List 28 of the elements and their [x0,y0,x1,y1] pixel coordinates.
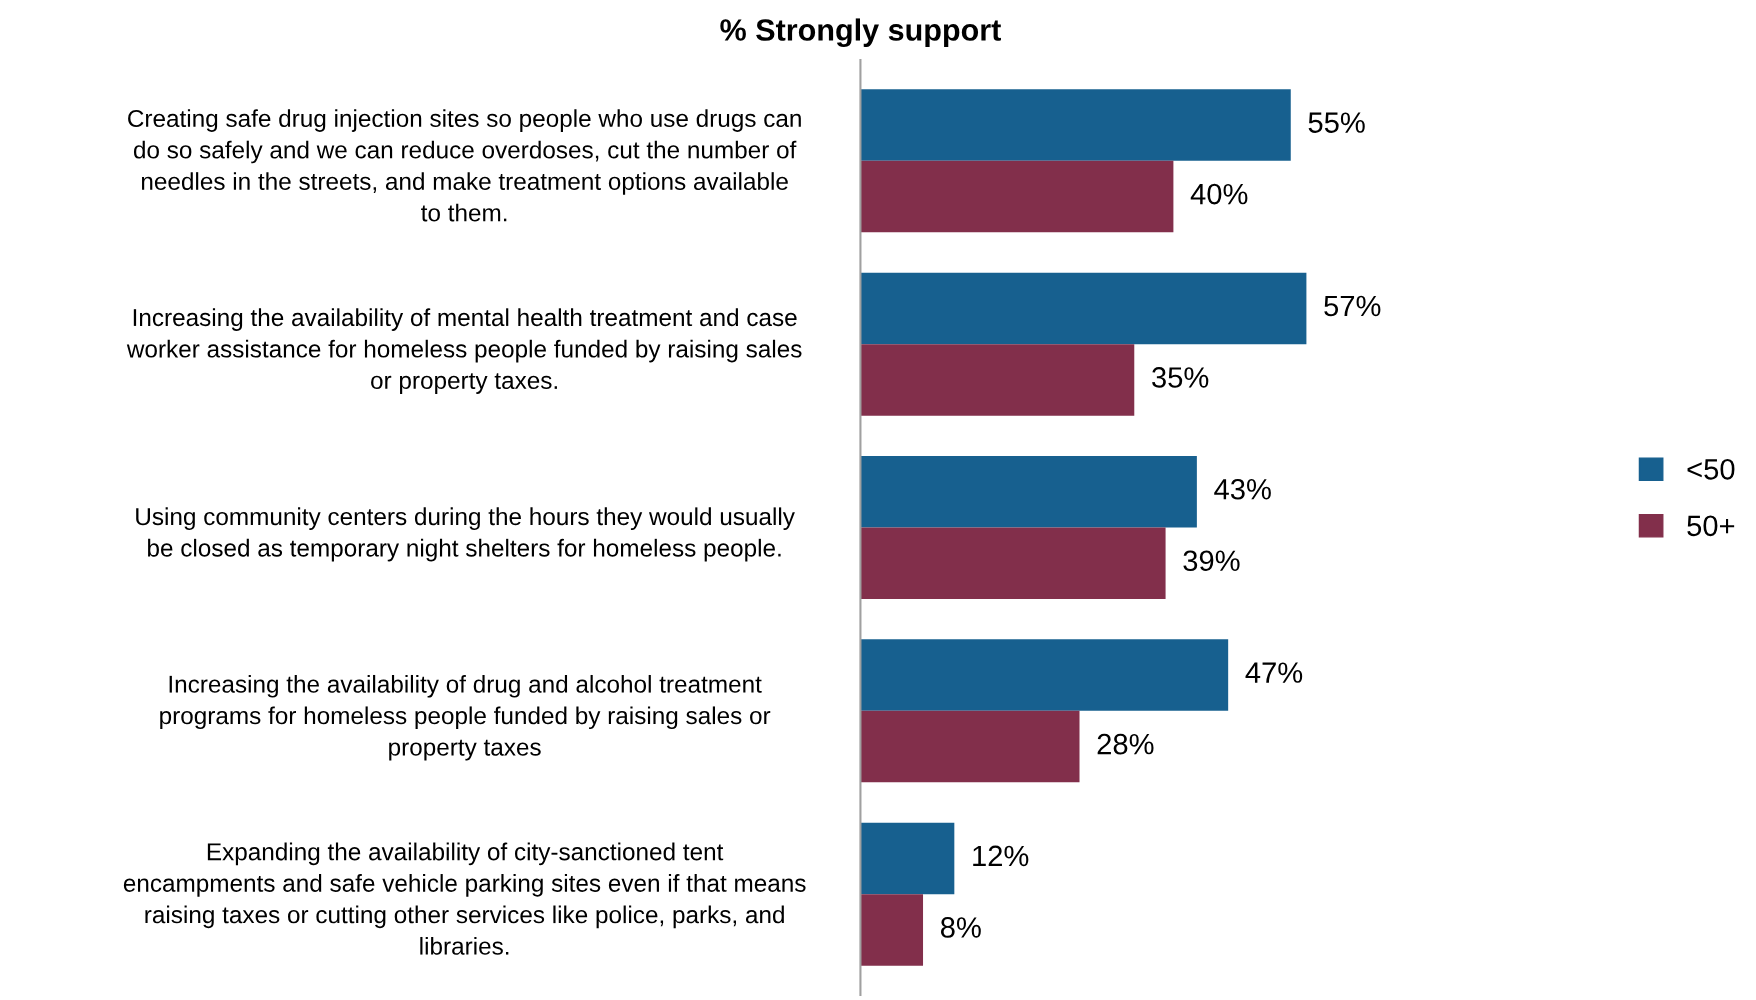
bar [860,822,955,895]
data-label: 43% [1214,478,1271,500]
bar [860,527,1166,599]
data-label: 40% [1190,183,1248,205]
data-label: 28% [1097,733,1154,755]
y-tick-label: Creating safe drug injection sites so people who use drugs can do so safely and we can reduce overdoses, cut the number of needles in the streets, and make treatment options available to them. [128,109,801,222]
y-tick-label: Increasing the availability of mental health treatment and case worker assistance for homeless people funded by raising sales or property taxes. [126,308,802,394]
y-tick-label: Expanding the availability of city-sanctioned tent encampments and safe vehicle parking sites even if that means raising taxes or cutting other services like police, parks, and libraries. [123,842,806,955]
bar [860,272,1307,345]
bar [860,894,924,966]
data-label: 8% [940,917,981,938]
data-label: 57% [1324,295,1381,317]
bar [860,344,1135,416]
chart-title: % Strongly support [720,18,1001,48]
y-tick-label: Increasing the availability of drug and alcohol treatment programs for homeless people funded by raising sales or property taxes [160,674,771,761]
y-tick-label: Using community centers during the hours they would usually be closed as temporary night shelters for homeless people. [136,507,795,562]
legend-label: 50+ [1687,515,1735,537]
data-label: 47% [1245,662,1303,683]
data-label: 12% [973,845,1029,867]
bar [860,456,1197,528]
legend-label: <50 [1687,459,1735,480]
data-label: 35% [1152,367,1209,388]
data-label: 55% [1308,112,1365,133]
bar [860,639,1229,711]
bar [860,89,1291,161]
bar [860,160,1174,233]
data-label: 39% [1183,550,1240,572]
bar [860,710,1080,783]
